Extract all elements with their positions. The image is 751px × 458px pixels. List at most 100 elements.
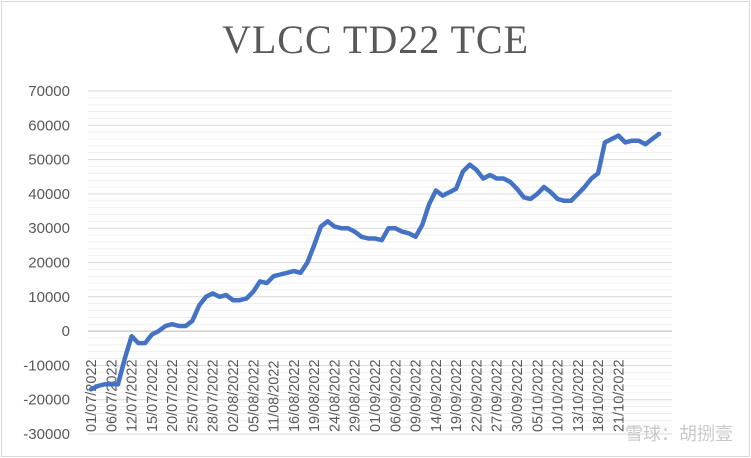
- data-point: [373, 236, 377, 240]
- y-tick-label: 30000: [28, 220, 70, 237]
- data-point: [556, 197, 560, 201]
- data-point: [657, 132, 661, 136]
- x-tick-label: 19/08/2022: [307, 359, 323, 432]
- data-point: [420, 223, 424, 227]
- gridlines: [88, 90, 672, 435]
- data-point: [576, 192, 580, 196]
- data-point: [150, 333, 154, 337]
- data-point: [623, 140, 627, 144]
- data-point: [630, 139, 634, 143]
- data-point: [103, 382, 107, 386]
- data-point: [177, 324, 181, 328]
- y-tick-label: 50000: [28, 152, 70, 169]
- data-point: [190, 319, 194, 323]
- data-point: [326, 219, 330, 223]
- data-point: [366, 236, 370, 240]
- x-tick-label: 10/10/2022: [551, 359, 567, 432]
- data-point: [96, 384, 100, 388]
- data-point: [434, 188, 438, 192]
- data-point: [562, 199, 566, 203]
- x-tick-label: 24/08/2022: [327, 359, 343, 432]
- data-point: [616, 134, 620, 138]
- data-point: [359, 235, 363, 239]
- data-point: [332, 224, 336, 228]
- data-point: [474, 168, 478, 172]
- data-point: [610, 137, 614, 141]
- data-point: [427, 202, 431, 206]
- data-point: [278, 273, 282, 277]
- data-point: [89, 387, 93, 391]
- data-point: [197, 303, 201, 307]
- watermark-text: 雪球：胡捌壹: [625, 424, 733, 445]
- data-point: [211, 291, 215, 295]
- data-point: [468, 163, 472, 167]
- x-tick-label: 18/10/2022: [591, 359, 607, 432]
- y-axis-tick-labels: -30000 -20000 -10000 0 10000 20000 30000 40000 5…: [23, 83, 70, 443]
- x-tick-label: 29/08/2022: [348, 359, 364, 432]
- x-tick-label: 22/09/2022: [469, 359, 485, 432]
- data-point: [299, 271, 303, 275]
- x-tick-label: 27/09/2022: [490, 359, 506, 432]
- data-point: [515, 187, 519, 191]
- x-axis-tick-labels: 01/07/2022 06/07/2022 12/07/2022 15/07/2022…: [84, 359, 627, 432]
- data-point: [346, 226, 350, 230]
- data-point: [407, 231, 411, 235]
- data-point: [454, 187, 458, 191]
- data-point: [163, 324, 167, 328]
- series-group: [88, 131, 662, 392]
- data-point: [650, 137, 654, 141]
- data-point: [535, 192, 539, 196]
- y-tick-label: -10000: [23, 357, 70, 374]
- data-point: [339, 226, 343, 230]
- x-tick-label: 30/09/2022: [510, 359, 526, 432]
- y-tick-label: 20000: [28, 255, 70, 272]
- data-point: [529, 197, 533, 201]
- x-tick-label: 19/09/2022: [449, 359, 465, 432]
- data-point: [353, 230, 357, 234]
- x-tick-label: 20/07/2022: [165, 359, 181, 432]
- x-tick-label: 02/08/2022: [226, 359, 242, 432]
- data-point: [589, 176, 593, 180]
- data-point: [217, 295, 221, 299]
- data-point: [441, 194, 445, 198]
- x-tick-label: 13/10/2022: [571, 359, 587, 432]
- data-point: [495, 176, 499, 180]
- data-point: [272, 274, 276, 278]
- data-point: [123, 357, 127, 361]
- chart-title: VLCC TD22 TCE: [221, 17, 530, 62]
- data-point: [400, 230, 404, 234]
- x-tick-label: 06/09/2022: [388, 359, 404, 432]
- data-point: [224, 293, 228, 297]
- data-point: [238, 298, 242, 302]
- y-tick-label: -30000: [23, 426, 70, 443]
- y-tick-label: 60000: [28, 117, 70, 134]
- data-point: [251, 290, 255, 294]
- data-point: [522, 195, 526, 199]
- series-line: [88, 131, 662, 392]
- x-tick-label: 01/09/2022: [368, 359, 384, 432]
- data-point: [637, 139, 641, 143]
- y-tick-label: 40000: [28, 186, 70, 203]
- data-point: [387, 226, 391, 230]
- data-point: [157, 329, 161, 333]
- x-tick-label: 05/08/2022: [246, 359, 262, 432]
- x-tick-label: 06/07/2022: [104, 359, 120, 432]
- data-point: [501, 176, 505, 180]
- data-point: [319, 224, 323, 228]
- data-point: [184, 324, 188, 328]
- data-point: [136, 341, 140, 345]
- data-point: [380, 238, 384, 242]
- x-tick-label: 28/07/2022: [206, 359, 222, 432]
- data-point: [393, 226, 397, 230]
- x-tick-label: 05/10/2022: [530, 359, 546, 432]
- data-point: [569, 199, 573, 203]
- data-point: [265, 281, 269, 285]
- y-tick-label: 0: [62, 323, 70, 340]
- data-point: [170, 322, 174, 326]
- data-point: [143, 341, 147, 345]
- data-point: [130, 334, 134, 338]
- data-point: [285, 271, 289, 275]
- data-point: [312, 243, 316, 247]
- x-tick-label: 01/07/2022: [84, 359, 100, 432]
